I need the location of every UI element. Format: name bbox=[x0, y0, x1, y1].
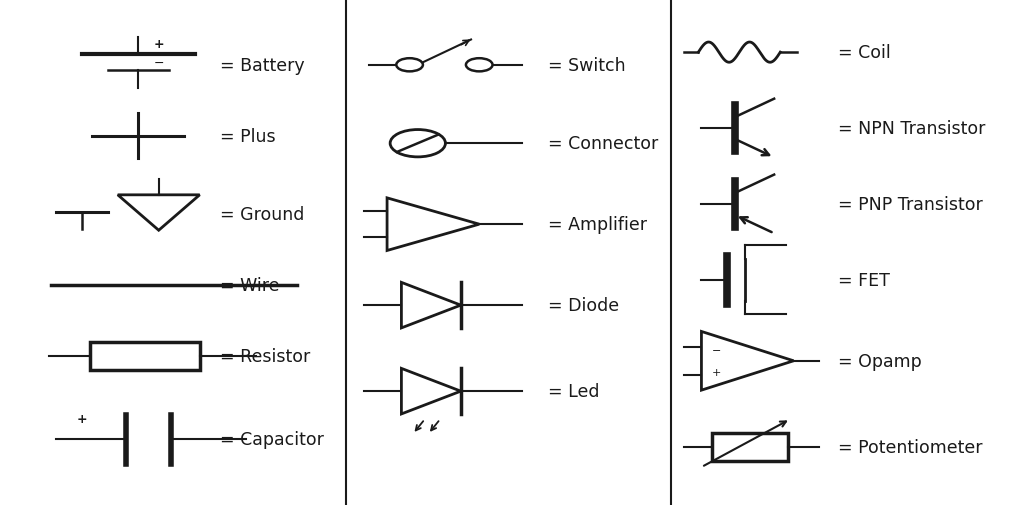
Text: = Ground: = Ground bbox=[220, 206, 304, 224]
Text: −: − bbox=[154, 57, 164, 70]
Text: = FET: = FET bbox=[838, 271, 890, 289]
Text: = Wire: = Wire bbox=[220, 276, 280, 294]
Text: −: − bbox=[712, 345, 722, 355]
Text: = PNP Transistor: = PNP Transistor bbox=[838, 195, 982, 214]
Text: = Switch: = Switch bbox=[548, 57, 626, 75]
Text: = Opamp: = Opamp bbox=[838, 352, 922, 370]
Text: = Capacitor: = Capacitor bbox=[220, 430, 324, 448]
Text: = Connector: = Connector bbox=[548, 135, 658, 153]
Text: +: + bbox=[154, 38, 164, 51]
Text: = Battery: = Battery bbox=[220, 57, 305, 75]
Bar bbox=[90, 342, 200, 370]
Text: = Diode: = Diode bbox=[548, 296, 618, 315]
Text: +: + bbox=[712, 367, 722, 377]
Text: = Potentiometer: = Potentiometer bbox=[838, 438, 982, 456]
Bar bbox=[712, 433, 788, 461]
Text: = Plus: = Plus bbox=[220, 127, 275, 145]
Text: = NPN Transistor: = NPN Transistor bbox=[838, 120, 985, 138]
Text: +: + bbox=[77, 413, 87, 426]
Text: = Coil: = Coil bbox=[838, 44, 891, 62]
Text: = Resistor: = Resistor bbox=[220, 347, 310, 365]
Text: = Amplifier: = Amplifier bbox=[548, 216, 647, 234]
Text: = Led: = Led bbox=[548, 382, 599, 400]
